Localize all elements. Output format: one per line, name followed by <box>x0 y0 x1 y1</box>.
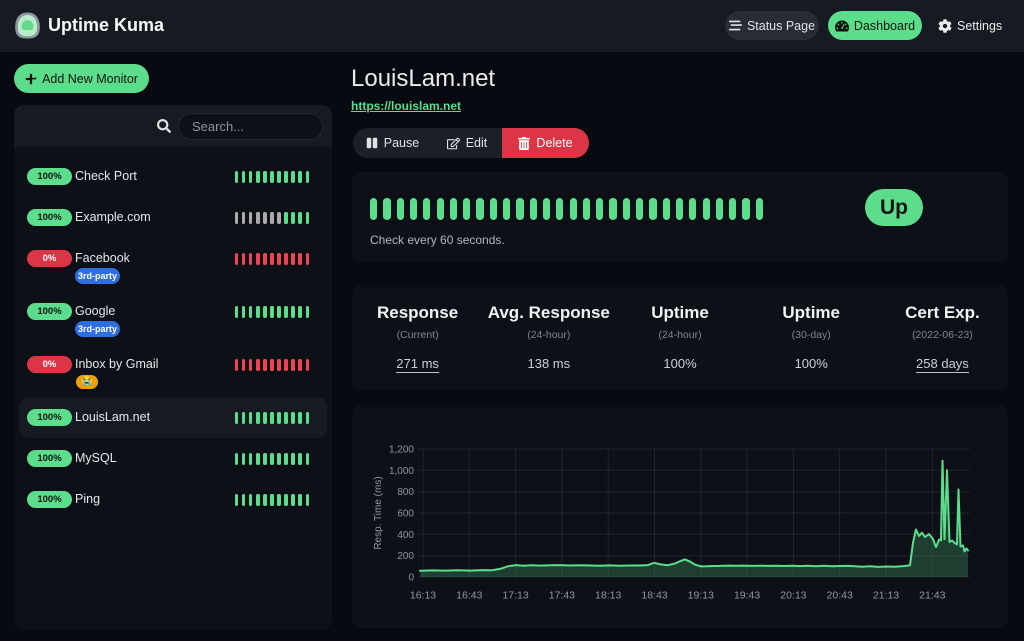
svg-text:20:43: 20:43 <box>827 590 853 602</box>
svg-text:21:13: 21:13 <box>873 590 899 602</box>
svg-text:18:43: 18:43 <box>641 590 667 602</box>
svg-text:1,200: 1,200 <box>389 445 414 456</box>
svg-text:0: 0 <box>408 573 414 584</box>
svg-text:21:43: 21:43 <box>919 590 945 602</box>
svg-text:400: 400 <box>397 530 414 541</box>
svg-text:600: 600 <box>397 509 414 520</box>
svg-text:19:13: 19:13 <box>688 590 714 602</box>
svg-text:800: 800 <box>397 487 414 498</box>
svg-text:Resp. Time (ms): Resp. Time (ms) <box>373 476 384 549</box>
svg-text:20:13: 20:13 <box>780 590 806 602</box>
svg-text:19:43: 19:43 <box>734 590 760 602</box>
svg-text:17:13: 17:13 <box>502 590 528 602</box>
svg-text:200: 200 <box>397 551 414 562</box>
svg-text:17:43: 17:43 <box>549 590 575 602</box>
svg-text:1,000: 1,000 <box>389 466 414 477</box>
svg-text:16:43: 16:43 <box>456 590 482 602</box>
svg-text:16:13: 16:13 <box>410 590 436 602</box>
svg-text:18:13: 18:13 <box>595 590 621 602</box>
